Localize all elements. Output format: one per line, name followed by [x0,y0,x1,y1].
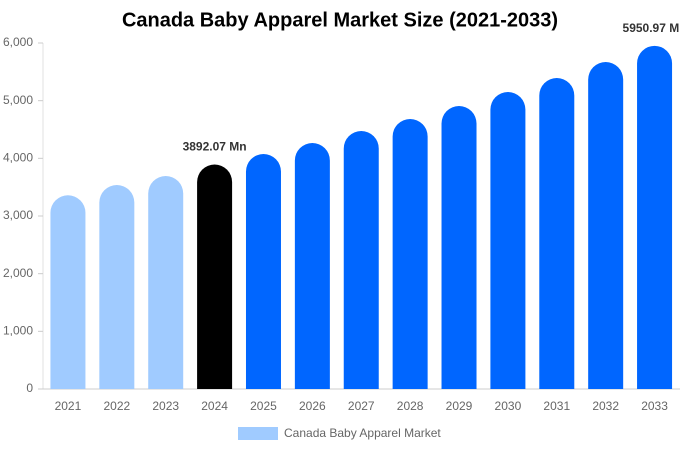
y-tick-label: 3,000 [3,208,33,222]
bar [441,106,477,389]
bar [294,142,330,389]
x-tick-label: 2026 [299,399,326,413]
legend-swatch [238,427,278,440]
bar [588,62,624,389]
x-tick-label: 2031 [543,399,570,413]
chart-title: Canada Baby Apparel Market Size (2021-20… [122,9,558,31]
x-tick-label: 2025 [250,399,277,413]
bar [99,185,135,389]
x-tick-label: 2023 [152,399,179,413]
legend-label: Canada Baby Apparel Market [284,426,441,440]
x-tick-label: 2033 [641,399,668,413]
x-tick-label: 2021 [55,399,82,413]
bar [197,164,233,389]
x-tick-label: 2029 [446,399,473,413]
bar [637,45,673,390]
bar [343,130,379,389]
value-label: 3892.07 Mn [183,140,247,154]
y-tick-label: 4,000 [3,151,33,165]
y-tick-label: 0 [26,381,33,395]
x-tick-label: 2024 [201,399,228,413]
bar [148,176,184,389]
x-tick-label: 2027 [348,399,375,413]
value-label: 5950.97 Mn [623,21,680,35]
bar [539,78,575,390]
y-tick-label: 5,000 [3,93,33,107]
bar [392,119,428,389]
y-tick-label: 6,000 [3,35,33,49]
bar [50,195,86,389]
bar [245,154,281,389]
x-tick-label: 2030 [495,399,522,413]
x-tick-label: 2028 [397,399,424,413]
bar [490,92,526,389]
y-tick-label: 1,000 [3,324,33,338]
x-tick-label: 2032 [592,399,619,413]
x-tick-label: 2022 [103,399,130,413]
y-tick-label: 2,000 [3,266,33,280]
